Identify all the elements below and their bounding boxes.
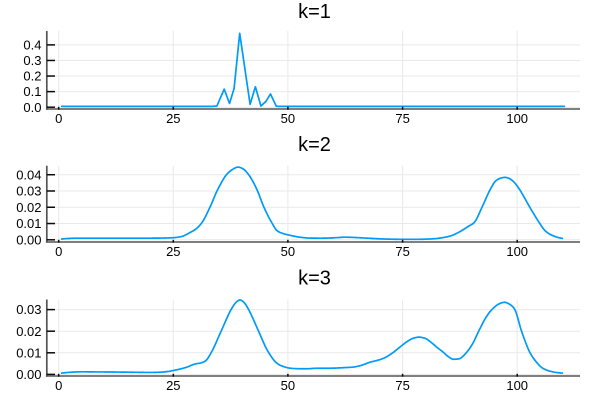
- svg-text:100: 100: [506, 111, 528, 126]
- svg-text:k=2: k=2: [298, 134, 331, 156]
- svg-text:0: 0: [55, 244, 62, 259]
- svg-text:25: 25: [166, 111, 180, 126]
- svg-text:25: 25: [166, 244, 180, 259]
- svg-text:50: 50: [281, 378, 295, 393]
- svg-text:k=1: k=1: [298, 1, 331, 23]
- svg-text:0.0: 0.0: [23, 100, 41, 115]
- svg-text:75: 75: [395, 111, 409, 126]
- svg-text:100: 100: [506, 244, 528, 259]
- svg-text:0.02: 0.02: [16, 324, 41, 339]
- svg-text:50: 50: [281, 111, 295, 126]
- svg-text:25: 25: [166, 378, 180, 393]
- svg-text:0.2: 0.2: [23, 69, 41, 84]
- svg-text:0.01: 0.01: [16, 345, 41, 360]
- svg-text:0: 0: [55, 111, 62, 126]
- svg-text:0.03: 0.03: [16, 184, 41, 199]
- svg-text:0.02: 0.02: [16, 200, 41, 215]
- svg-text:0.00: 0.00: [16, 232, 41, 247]
- svg-text:0.03: 0.03: [16, 302, 41, 317]
- svg-text:0.01: 0.01: [16, 216, 41, 231]
- svg-text:0.00: 0.00: [16, 367, 41, 382]
- svg-text:0: 0: [55, 378, 62, 393]
- svg-text:75: 75: [395, 378, 409, 393]
- svg-text:50: 50: [281, 244, 295, 259]
- svg-text:0.1: 0.1: [23, 84, 41, 99]
- svg-text:0.04: 0.04: [16, 167, 41, 182]
- svg-text:k=3: k=3: [298, 267, 331, 289]
- svg-text:0.3: 0.3: [23, 53, 41, 68]
- svg-text:100: 100: [506, 378, 528, 393]
- svg-text:0.4: 0.4: [23, 37, 41, 52]
- svg-text:75: 75: [395, 244, 409, 259]
